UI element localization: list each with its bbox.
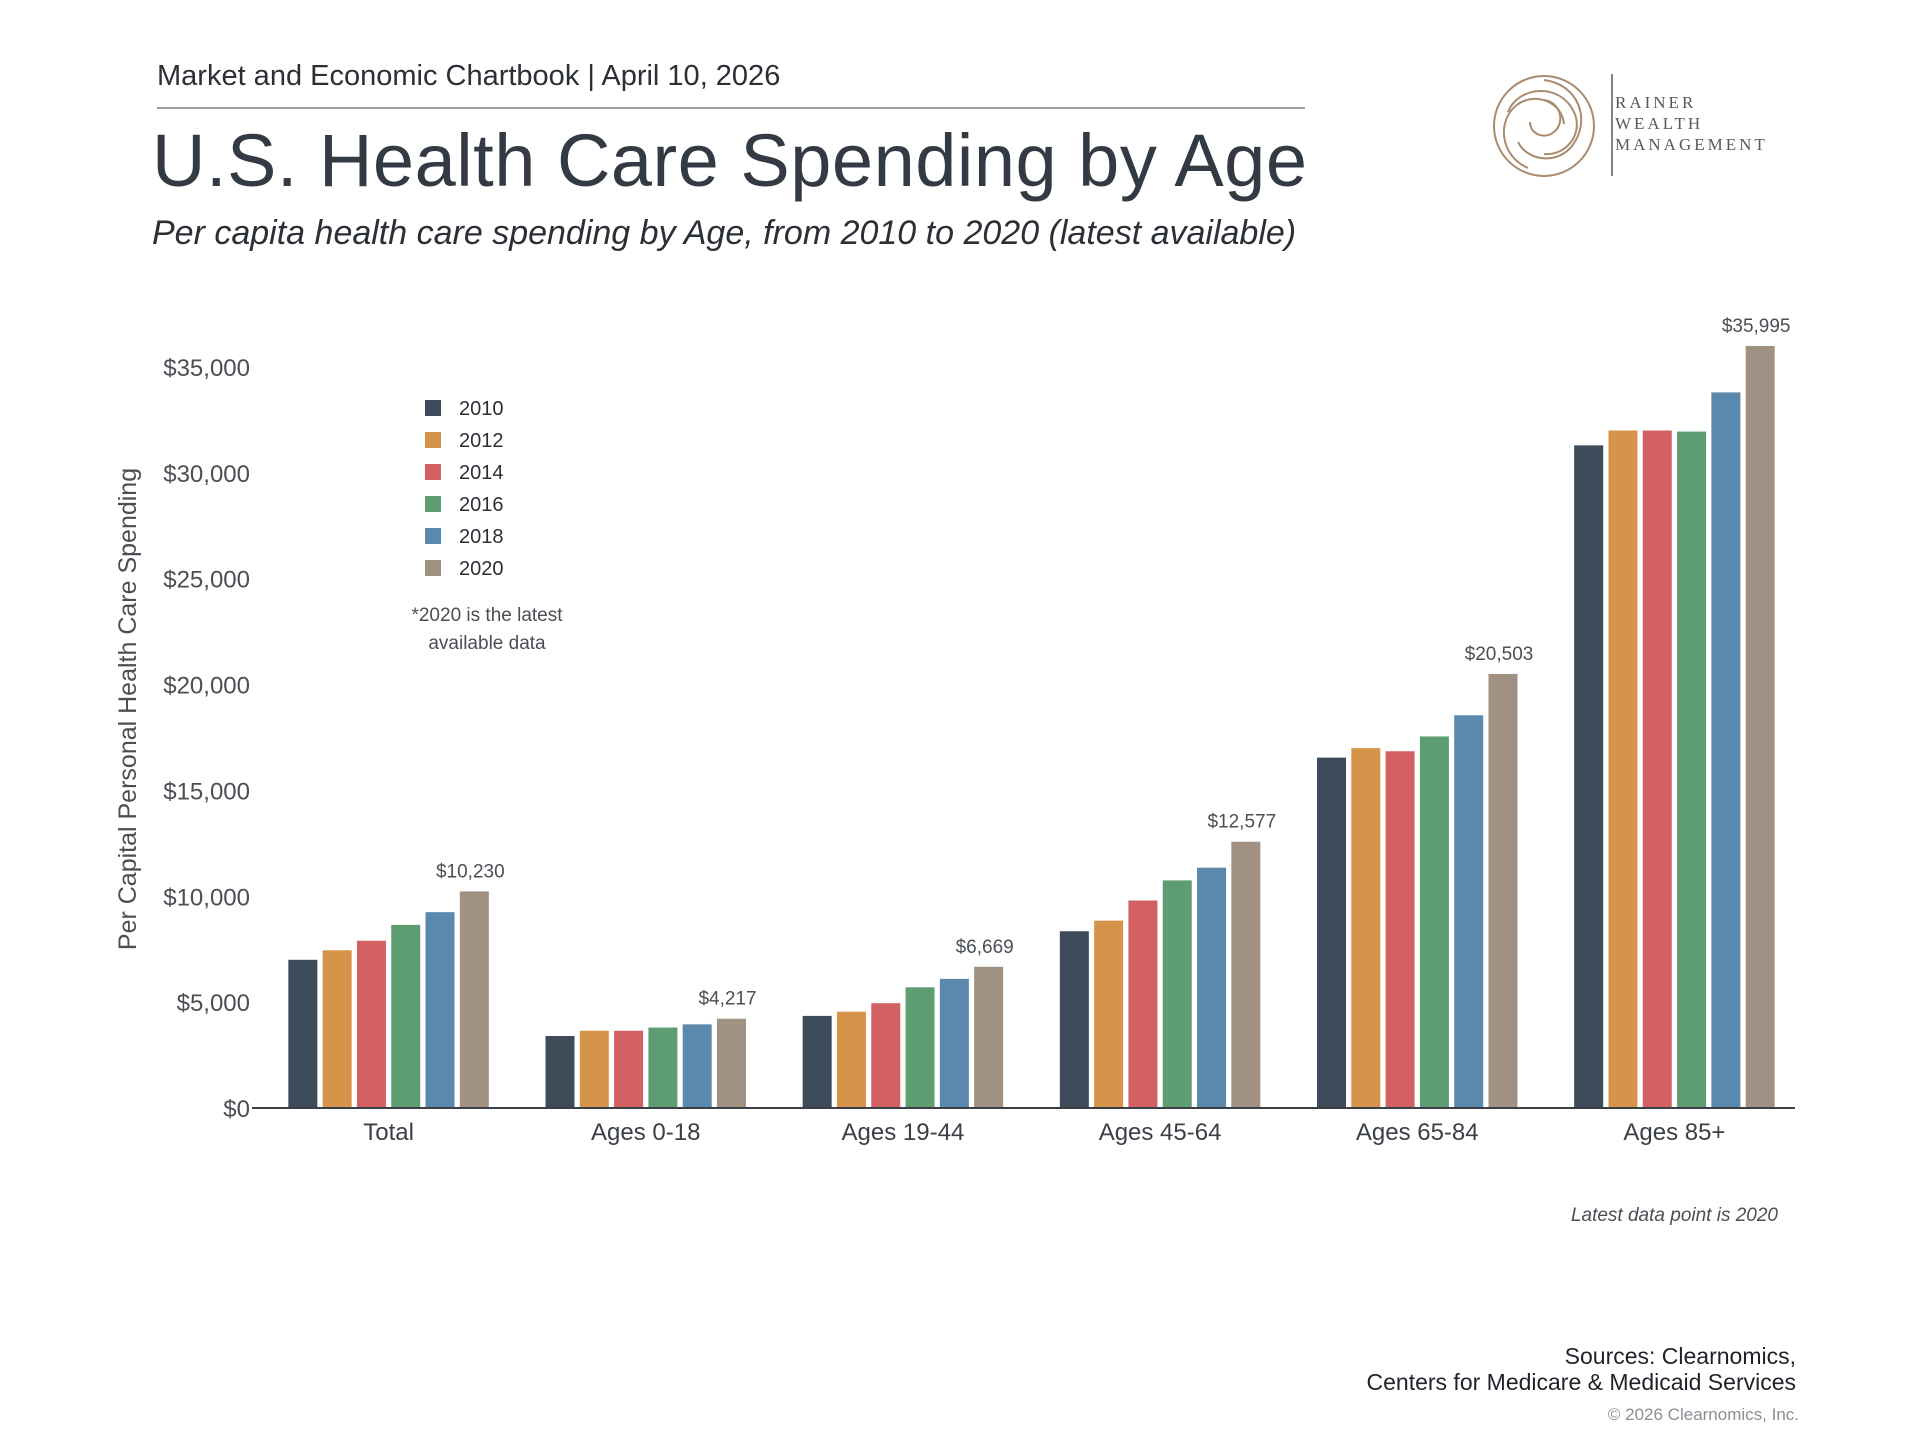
bar [614,1030,644,1108]
bar [425,912,455,1108]
bar [802,1015,832,1108]
x-tick-label: Ages 45-64 [1099,1119,1222,1146]
sources-line-2: Centers for Medicare & Medicaid Services [1366,1369,1797,1395]
bar [1677,431,1707,1108]
y-axis-label: Per Capital Personal Health Care Spendin… [114,468,142,950]
legend-swatch [425,560,441,576]
bar [1231,841,1261,1108]
bar [356,940,386,1108]
logo-swirl-icon [1493,75,1595,177]
y-tick-label: $0 [223,1096,250,1123]
bar [1711,392,1741,1108]
data-label: $20,503 [1465,644,1534,665]
bar [545,1036,575,1108]
legend-swatch [425,464,441,480]
header-divider [157,107,1305,109]
data-label: $10,230 [436,861,505,882]
page-title: U.S. Health Care Spending by Age [152,119,1308,202]
y-tick-label: $5,000 [177,990,250,1017]
bar [1454,715,1484,1108]
logo-line-1: RAINER [1615,93,1697,112]
x-tick-label: Total [363,1119,414,1146]
bar [836,1011,866,1108]
bar [459,891,489,1108]
data-label: $35,995 [1722,316,1791,337]
bar [1608,430,1638,1108]
y-tick-label: $25,000 [163,567,250,594]
bar [1162,880,1192,1108]
bar [1642,430,1672,1108]
bar [1059,931,1089,1108]
bar [1745,345,1775,1108]
legend-swatch [425,432,441,448]
x-tick-label: Ages 0-18 [591,1119,700,1146]
bar [288,959,318,1108]
data-label: $4,217 [698,989,756,1010]
bar [579,1030,609,1108]
data-label: $12,577 [1207,812,1276,833]
bar [974,966,1004,1108]
bar [648,1027,678,1108]
bar [717,1018,746,1108]
bar [1488,673,1518,1108]
legend-label: 2020 [459,558,504,580]
legend-swatch [425,400,441,416]
bar [1094,920,1124,1108]
bar [1197,867,1227,1108]
chartbook-header: Market and Economic Chartbook | April 10… [157,60,781,92]
page-subtitle: Per capita health care spending by Age, … [152,214,1297,252]
y-tick-label: $15,000 [163,778,250,805]
logo-line-2: WEALTH [1615,114,1704,133]
legend-swatch [425,528,441,544]
legend-label: 2010 [459,398,504,420]
bar [1317,757,1346,1108]
bar [905,987,935,1108]
bar [871,1003,901,1108]
bar [1128,900,1158,1108]
chart-note: Latest data point is 2020 [1571,1205,1778,1226]
y-tick-label: $35,000 [163,355,250,382]
annotation-line: *2020 is the latest [411,605,563,626]
x-tick-label: Ages 19-44 [842,1119,965,1146]
y-tick-label: $10,000 [163,884,250,911]
bar [1351,748,1381,1108]
y-tick-label: $20,000 [163,673,250,700]
x-tick-label: Ages 65-84 [1356,1119,1479,1146]
bar [1385,751,1415,1108]
x-tick-label: Ages 85+ [1623,1119,1725,1146]
sources: Sources: Clearnomics, Centers for Medica… [1367,1343,1797,1395]
bar [391,924,421,1108]
data-label: $6,669 [956,937,1014,958]
legend-label: 2016 [459,494,504,516]
logo [1493,74,1613,177]
legend-label: 2018 [459,526,504,548]
copyright: © 2026 Clearnomics, Inc. [1607,1405,1799,1424]
legend-label: 2014 [459,462,504,484]
y-tick-label: $30,000 [163,461,250,488]
legend-label: 2012 [459,430,504,452]
sources-line-1: Sources: Clearnomics, [1564,1343,1796,1369]
logo-text: RAINER WEALTH MANAGEMENT [1615,92,1768,155]
bar [682,1024,712,1108]
bar [1574,445,1604,1108]
bar [322,950,352,1108]
logo-line-3: MANAGEMENT [1615,135,1768,154]
bar [1419,736,1449,1108]
annotation-line: available data [428,633,546,654]
bar [939,978,969,1108]
legend-swatch [425,496,441,512]
